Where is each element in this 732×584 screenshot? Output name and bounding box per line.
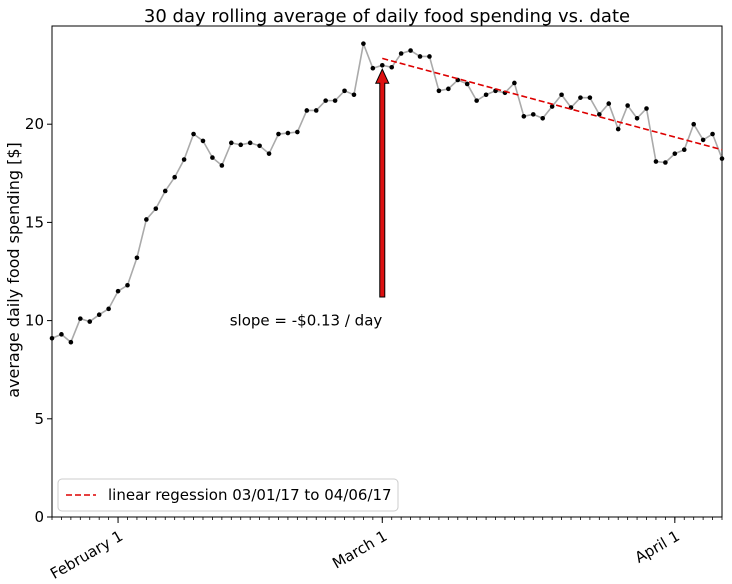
data-point	[323, 98, 328, 103]
data-point	[530, 112, 536, 117]
x-tick-label: March 1	[329, 527, 390, 573]
data-point	[615, 126, 621, 132]
data-point	[427, 54, 432, 59]
data-point	[181, 157, 187, 162]
data-point	[700, 137, 706, 143]
data-point	[351, 92, 357, 98]
data-point	[663, 160, 668, 165]
data-point	[106, 306, 111, 312]
legend-label: linear regession 03/01/17 to 04/06/17	[108, 486, 392, 504]
x-tick-label: February 1	[47, 527, 126, 583]
y-tick-label: 5	[34, 410, 44, 428]
data-point	[512, 80, 517, 86]
data-point	[313, 108, 319, 113]
data-point	[276, 131, 281, 137]
data-point	[549, 104, 555, 109]
data-point	[719, 156, 725, 161]
data-point	[691, 121, 696, 127]
data-point	[332, 98, 338, 103]
data-point	[342, 88, 347, 94]
data-point	[49, 335, 55, 341]
data-point	[446, 86, 451, 92]
data-point	[464, 81, 470, 87]
series-line	[51, 40, 723, 344]
chart-title: 30 day rolling average of daily food spe…	[144, 6, 630, 27]
data-point	[417, 54, 423, 59]
data-point	[625, 103, 630, 108]
annotation-text: slope = -$0.13 / day	[230, 312, 383, 330]
plot-area: 0 5 10 15 20 February 1 March 1 April 1 slope = …	[25, 25, 725, 583]
data-point	[285, 130, 291, 136]
data-point	[681, 147, 687, 153]
data-point	[408, 48, 413, 53]
data-point	[266, 151, 272, 156]
data-point	[304, 108, 310, 113]
data-point	[200, 138, 206, 144]
data-point	[634, 116, 640, 121]
data-point	[389, 64, 395, 70]
data-point	[398, 51, 404, 56]
data-point	[710, 131, 715, 137]
y-tick-label: 10	[25, 312, 44, 330]
data-point	[134, 255, 140, 261]
data-point	[578, 95, 583, 100]
data-point	[144, 217, 149, 222]
y-tick-label: 20	[25, 115, 44, 133]
data-point	[219, 163, 225, 168]
data-point	[247, 140, 253, 146]
y-tick-label: 15	[25, 213, 44, 231]
data-point	[521, 114, 527, 119]
data-point	[191, 131, 196, 137]
y-axis-label: average daily food spending [$]	[4, 142, 23, 398]
data-point	[370, 65, 376, 71]
data-point	[257, 143, 262, 149]
data-point	[172, 174, 177, 180]
data-point	[483, 92, 489, 98]
annotation-arrow	[374, 68, 390, 298]
data-point	[540, 116, 546, 121]
data-point	[59, 332, 64, 337]
data-point	[295, 129, 300, 135]
data-point	[644, 106, 649, 111]
data-point	[78, 316, 83, 321]
y-tick-label: 0	[34, 508, 44, 526]
regression-line	[382, 57, 723, 151]
data-point	[597, 112, 602, 117]
data-point	[162, 188, 168, 194]
data-point	[606, 101, 612, 106]
data-point	[653, 159, 659, 164]
data-point	[210, 155, 215, 160]
data-point	[361, 41, 366, 46]
data-point	[238, 142, 244, 148]
axes-frame	[51, 25, 723, 518]
data-point	[96, 312, 102, 318]
data-point	[379, 62, 385, 68]
x-tick-label: April 1	[632, 527, 683, 567]
data-point	[68, 339, 74, 345]
data-point	[87, 319, 93, 324]
data-point	[672, 151, 678, 156]
data-point	[228, 140, 234, 146]
data-point	[436, 88, 442, 94]
data-point	[474, 98, 479, 103]
data-point	[587, 95, 593, 100]
data-point	[559, 92, 564, 98]
data-point	[115, 288, 121, 294]
data-point	[153, 206, 159, 211]
legend-box	[57, 478, 399, 512]
data-point	[125, 282, 130, 288]
